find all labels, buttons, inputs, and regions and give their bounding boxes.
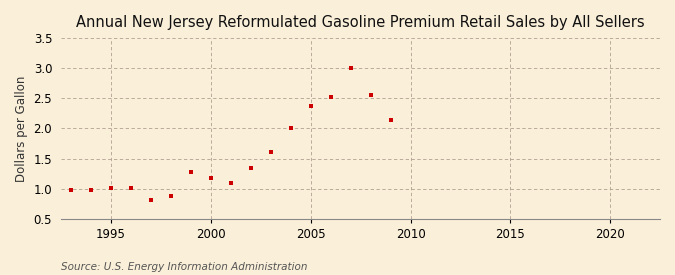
Point [65,188,76,192]
Point [385,118,396,122]
Text: Source: U.S. Energy Information Administration: Source: U.S. Energy Information Administ… [61,262,307,272]
Point [305,103,316,108]
Y-axis label: Dollars per Gallon: Dollars per Gallon [15,75,28,182]
Point [286,126,296,130]
Title: Annual New Jersey Reformulated Gasoline Premium Retail Sales by All Sellers: Annual New Jersey Reformulated Gasoline … [76,15,645,30]
Point [146,198,157,202]
Point [126,186,136,190]
Point [246,166,256,170]
Point [365,92,376,97]
Point [265,150,276,154]
Point [345,65,356,70]
Point [86,188,97,192]
Point [186,170,196,175]
Point [325,95,336,99]
Point [205,175,216,180]
Point [225,180,236,185]
Point [106,186,117,190]
Point [165,194,176,198]
